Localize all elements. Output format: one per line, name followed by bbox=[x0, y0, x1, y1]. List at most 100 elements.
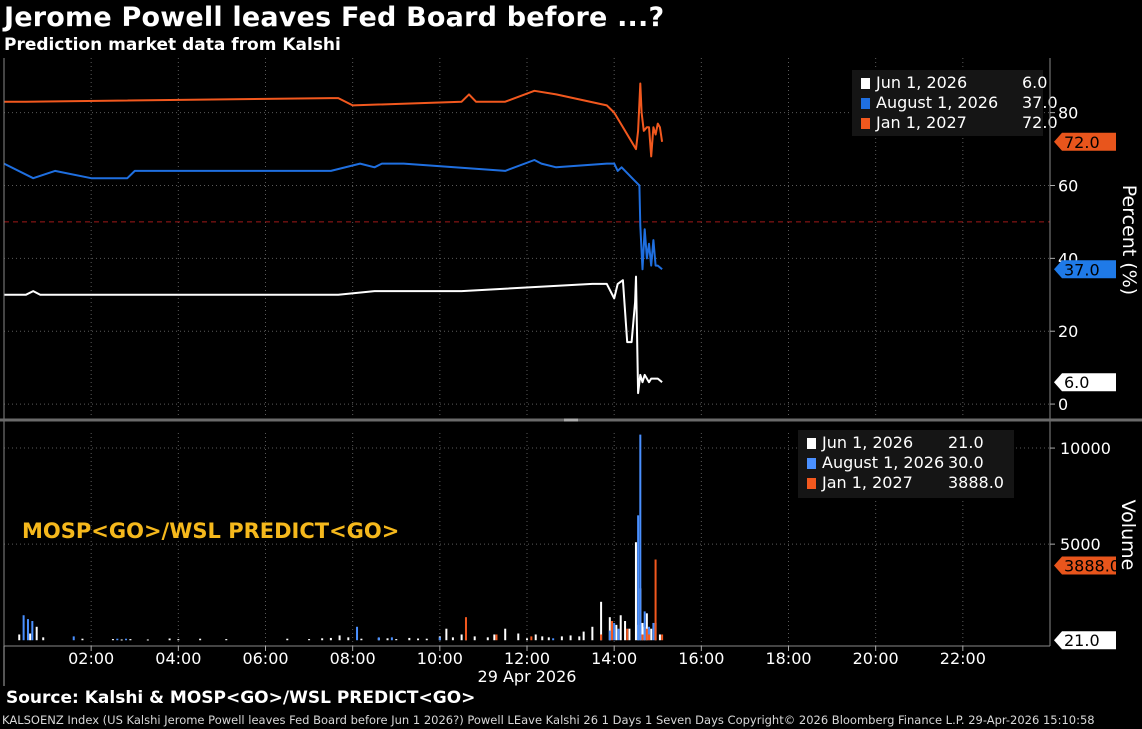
bar-series-1-11 bbox=[608, 630, 611, 641]
percent-legend-swatch-0 bbox=[861, 78, 870, 89]
percent-legend-box bbox=[852, 70, 1043, 136]
bar-series-0-27 bbox=[445, 628, 448, 641]
last-value-percent-1-text: 37.0 bbox=[1064, 260, 1100, 279]
bar-series-0-6 bbox=[120, 639, 123, 641]
bar-series-0-36 bbox=[526, 638, 528, 641]
bar-series-1-7 bbox=[377, 637, 380, 641]
last-value-percent-0-text: 6.0 bbox=[1064, 373, 1089, 392]
x-tick-2: 06:00 bbox=[242, 649, 288, 668]
bar-series-2-10 bbox=[661, 634, 664, 641]
bar-series-0-21 bbox=[386, 638, 389, 641]
bar-series-0-18 bbox=[347, 637, 350, 641]
x-tick-9: 20:00 bbox=[853, 649, 899, 668]
bar-series-1-13 bbox=[617, 628, 620, 641]
percent-legend-name-1: August 1, 2026 bbox=[876, 93, 998, 112]
bar-series-0-7 bbox=[129, 639, 132, 641]
bar-series-2-9 bbox=[654, 559, 657, 641]
y-tick-upper-3: 60 bbox=[1058, 177, 1078, 196]
bar-series-0-35 bbox=[517, 633, 520, 641]
bar-series-0-33 bbox=[493, 634, 496, 641]
bar-series-0-23 bbox=[408, 637, 411, 641]
bar-series-2-4 bbox=[610, 621, 613, 641]
y-tick-upper-4: 80 bbox=[1058, 104, 1078, 123]
bar-series-0-43 bbox=[582, 631, 585, 641]
bar-series-2-5 bbox=[626, 628, 629, 641]
bar-series-0-51 bbox=[634, 542, 637, 641]
bar-series-0-17 bbox=[338, 635, 341, 641]
percent-legend-name-2: Jan 1, 2027 bbox=[875, 113, 967, 132]
last-value-percent-2-text: 72.0 bbox=[1064, 133, 1100, 152]
x-tick-1: 04:00 bbox=[155, 649, 201, 668]
bar-series-0-0 bbox=[18, 634, 21, 641]
percent-legend-swatch-2 bbox=[861, 118, 870, 129]
bar-series-0-59 bbox=[658, 634, 661, 641]
bar-series-1-9 bbox=[438, 637, 441, 641]
bar-series-0-22 bbox=[395, 639, 398, 641]
bar-series-0-11 bbox=[199, 638, 202, 641]
bar-series-2-1 bbox=[495, 634, 498, 641]
volume-legend-box bbox=[798, 430, 1014, 498]
volume-legend-swatch-0 bbox=[807, 438, 816, 449]
y-axis-label-volume: Volume bbox=[1117, 500, 1139, 571]
bar-series-0-45 bbox=[600, 601, 603, 641]
bar-series-1-4 bbox=[116, 638, 119, 641]
bar-series-0-29 bbox=[460, 634, 463, 641]
last-value-percent-1-bg bbox=[1054, 260, 1116, 279]
bar-series-1-17 bbox=[648, 626, 651, 641]
last-value-volume-2-text: 3888.0 bbox=[1064, 557, 1120, 576]
y-tick-upper-1: 20 bbox=[1058, 322, 1078, 341]
bar-series-1-3 bbox=[72, 636, 75, 641]
bar-series-1-5 bbox=[125, 638, 128, 641]
grid-lines bbox=[4, 58, 1050, 646]
percent-legend-name-0: Jun 1, 2026 bbox=[875, 73, 967, 92]
x-tick-6: 14:00 bbox=[591, 649, 637, 668]
bar-series-0-46 bbox=[608, 617, 611, 641]
bar-series-1-18 bbox=[652, 622, 655, 641]
x-date-label: 29 Apr 2026 bbox=[478, 667, 577, 686]
source-note: Source: Kalshi & MOSP<GO>/WSL PREDICT<GO… bbox=[6, 688, 476, 708]
bar-series-0-3 bbox=[42, 637, 45, 641]
line-series-2 bbox=[4, 82, 664, 158]
x-tick-4: 10:00 bbox=[417, 649, 463, 668]
line-series-0 bbox=[4, 275, 663, 395]
bar-series-0-10 bbox=[177, 639, 180, 641]
last-value-volume-2-bg bbox=[1054, 556, 1116, 575]
bar-series-0-12 bbox=[225, 639, 228, 641]
bar-series-1-16 bbox=[643, 611, 646, 641]
bar-series-1-6 bbox=[356, 626, 359, 641]
bar-series-0-56 bbox=[645, 613, 648, 641]
bar-series-0-14 bbox=[308, 639, 311, 641]
bar-series-0-39 bbox=[547, 637, 550, 641]
bar-series-0-42 bbox=[578, 636, 581, 641]
volume-legend-value-0: 21.0 bbox=[948, 433, 984, 452]
bar-series-0-16 bbox=[329, 637, 332, 641]
bar-series-1-10 bbox=[552, 638, 555, 641]
percent-legend-value-1: 37.0 bbox=[1022, 93, 1058, 112]
bar-series-2-7 bbox=[645, 628, 648, 641]
volume-legend-value-2: 3888.0 bbox=[948, 473, 1004, 492]
bar-series-0-48 bbox=[619, 615, 622, 641]
bar-series-0-24 bbox=[417, 638, 420, 641]
bar-series-0-15 bbox=[321, 638, 324, 641]
line-series-1 bbox=[3, 159, 663, 271]
bar-series-0-49 bbox=[624, 621, 627, 641]
y-axis-label-percent: Percent (%) bbox=[1118, 185, 1140, 295]
percent-legend-value-0: 6.0 bbox=[1022, 73, 1047, 92]
bar-series-2-3 bbox=[600, 634, 603, 641]
x-tick-3: 08:00 bbox=[330, 649, 376, 668]
chart-subtitle: Prediction market data from Kalshi bbox=[4, 35, 341, 55]
bar-series-0-31 bbox=[473, 636, 476, 641]
bar-series-0-8 bbox=[146, 639, 149, 641]
footer-metadata: KALSOENZ Index (US Kalshi Jerome Powell … bbox=[2, 713, 1095, 727]
bar-series-0-41 bbox=[569, 635, 572, 641]
bar-series-1-14 bbox=[637, 515, 640, 641]
x-tick-5: 12:00 bbox=[504, 649, 550, 668]
bar-series-0-1 bbox=[29, 633, 32, 641]
bar-series-0-9 bbox=[168, 638, 171, 641]
bar-series-1-0 bbox=[22, 615, 25, 641]
volume-legend-swatch-2 bbox=[807, 478, 816, 489]
y-tick-lower-0: 5000 bbox=[1060, 535, 1101, 554]
bar-series-0-44 bbox=[591, 626, 594, 641]
bar-series-2-0 bbox=[464, 617, 467, 641]
